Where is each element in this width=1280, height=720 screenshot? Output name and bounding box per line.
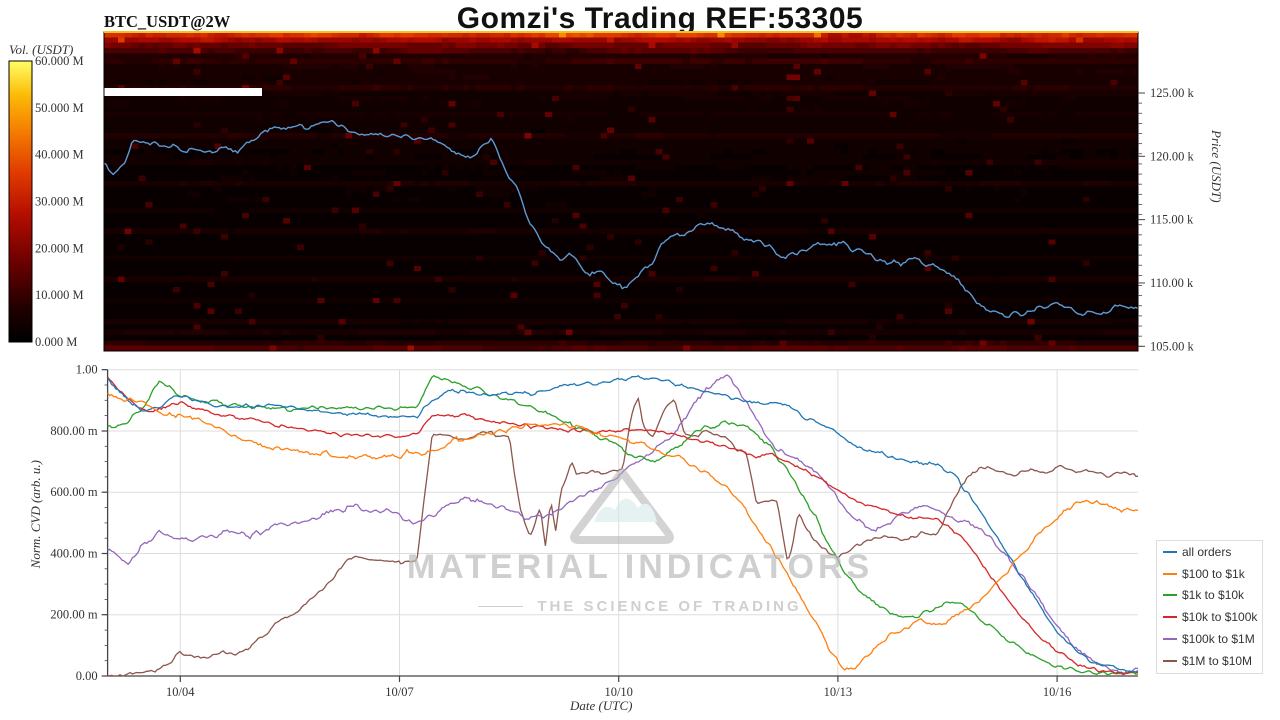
svg-text:105.00 k: 105.00 k — [1150, 339, 1195, 353]
svg-text:120.00 k: 120.00 k — [1150, 149, 1195, 163]
svg-text:110.00 k: 110.00 k — [1150, 276, 1194, 290]
svg-text:125.00 k: 125.00 k — [1150, 86, 1195, 100]
svg-text:115.00 k: 115.00 k — [1150, 213, 1194, 227]
